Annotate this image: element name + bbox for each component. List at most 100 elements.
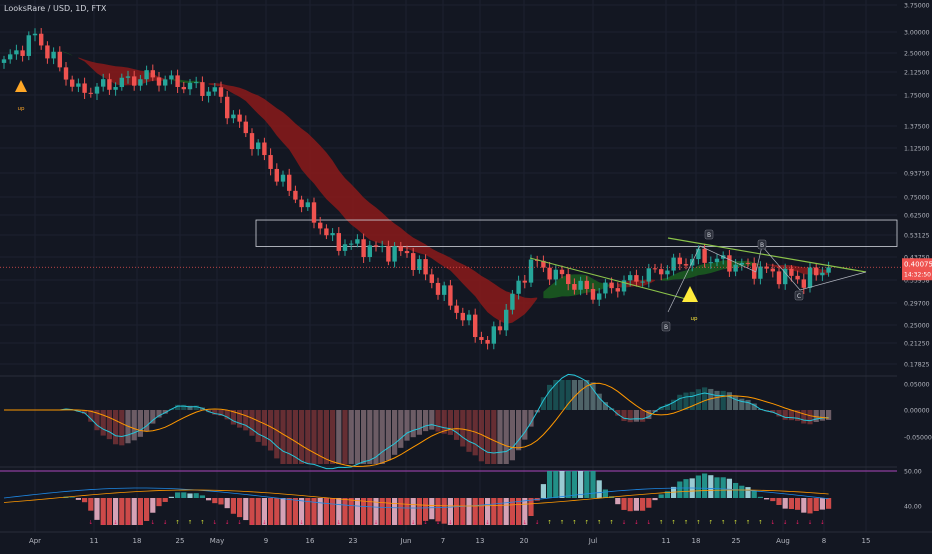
candle-body [355,239,360,244]
signal-up-label-2: up [691,316,698,322]
candle-body [125,76,131,78]
macd-hist-bar [292,410,298,464]
macd-hist-bar [193,405,199,410]
candle-body [200,82,205,96]
osc-bar [88,498,94,511]
candle-body [814,267,819,276]
osc-arrow-marker: ↓ [411,519,416,526]
osc-bar [75,498,81,500]
candle-body [305,202,310,208]
candle-body [373,245,379,247]
candle-body [94,86,100,94]
osc-tick-label: 50.00 [904,469,922,476]
osc-bar [633,498,639,511]
time-tick-label: May [210,537,224,545]
candle-body [696,248,701,260]
macd-hist-bar [522,410,528,440]
macd-hist-bar [795,410,801,421]
macd-hist-bar [106,410,112,440]
osc-arrow-marker: ↓ [522,519,527,526]
osc-arrow-marker: ↓ [361,519,366,526]
osc-bar [187,493,193,498]
candle-body [628,275,633,281]
price-tick-label: 0.53125 [904,233,930,240]
price-tick-label: 0.35938 [904,278,930,285]
candle-body [218,87,224,97]
macd-hist-bar [385,410,391,461]
macd-hist-bar [404,410,410,441]
candle-body [132,76,137,86]
osc-arrow-marker: ↓ [113,519,118,526]
osc-bar [367,498,373,525]
osc-bar [249,498,255,525]
candle-body [504,309,509,331]
osc-bar [788,498,794,509]
osc-arrow-marker: ↓ [646,519,651,526]
macd-hist-bar [689,391,695,410]
osc-bar [82,498,88,503]
macd-hist-bar [354,410,360,464]
candle-body [522,280,527,283]
candle-body [590,288,596,300]
osc-bar [323,498,329,525]
symbol-title: LooksRare / USD, 1D, FTX [4,4,107,13]
osc-bar [658,494,664,498]
osc-arrow-marker: ↓ [498,519,503,526]
macd-hist-bar [243,410,249,431]
osc-bar [522,498,528,525]
osc-bar [602,489,608,498]
candle-body [107,79,112,90]
candle-body [640,281,645,283]
macd-hist-bar [261,410,267,446]
candle-body [361,239,366,258]
osc-bar [373,498,379,525]
candle-body [727,255,732,272]
macd-hist-bar [509,410,515,461]
candle-body [14,50,19,55]
time-tick-label: 8 [822,537,826,545]
osc-arrow-marker: ↓ [473,519,478,526]
macd-hist-bar [695,389,701,410]
price-tick-label: 0.43750 [904,255,930,262]
osc-arrow-marker: ↓ [460,519,465,526]
candle-body [342,244,348,251]
pattern-label-text: B [707,232,711,239]
candle-body [566,274,571,285]
time-tick-label: 9 [264,537,268,545]
osc-arrow-marker: ↓ [622,519,627,526]
osc-arrow-marker: ↓ [535,519,540,526]
macd-hist-bar [807,410,813,425]
macd-hist-bar [162,410,168,414]
macd-hist-bar [671,399,677,410]
macd-hist-bar [317,410,323,464]
time-tick-label: 18 [692,537,701,545]
time-tick-label: Jul [588,537,598,545]
macd-hist-bar [361,410,367,464]
candle-body [652,268,658,270]
macd-hist-bar [553,380,559,410]
price-tick-label: 0.62500 [904,213,930,220]
osc-bar [733,482,739,498]
macd-hist-bar [224,410,230,420]
macd-hist-bar [113,410,119,445]
macd-hist-bar [516,410,522,451]
signal-markers: up up [15,80,698,322]
ribbon-bear [208,83,538,325]
candle-body [20,50,25,56]
macd-hist-bar [664,403,670,410]
candle-body [175,75,180,87]
candle-body [665,270,670,275]
ribbon-bear [766,264,829,275]
macd-hist-bar [274,410,280,459]
macd-tick-label: -0.05000 [904,435,932,442]
osc-bar [311,498,317,525]
price-tick-label: 0.75000 [904,195,930,202]
candle-body [435,282,441,295]
candle-body [510,293,515,310]
osc-bar [664,491,670,498]
osc-bar [423,498,429,521]
candle-body [194,82,199,84]
price-tick-label: 0.29700 [904,301,930,308]
macd-hist-bar [119,410,125,446]
